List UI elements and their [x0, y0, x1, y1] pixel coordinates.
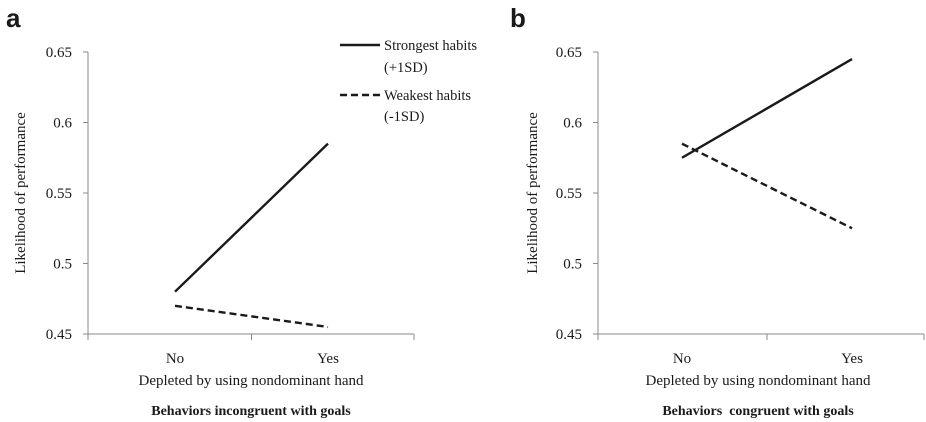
- panel-a-series-weakest-line: [174, 304, 329, 329]
- panel-a-y-axis-title: Likelihood of performance: [13, 112, 29, 274]
- panel-b-y-tick-label: 0.45: [556, 327, 582, 343]
- panel-b-y-axis-title: Likelihood of performance: [525, 112, 541, 274]
- panel-b-y-tick-label: 0.6: [563, 116, 582, 132]
- panel-a-x-axis-title: Depleted by using nondominant hand: [139, 373, 364, 389]
- panel-b-series-strongest-line: [681, 58, 853, 159]
- panel-a-y-tick-label: 0.65: [46, 45, 72, 61]
- panel-a-x-ticks: No Yes: [87, 334, 415, 367]
- panel-b-x-tick-label: No: [673, 351, 691, 367]
- panel-b-x-axis-title: Depleted by using nondominant hand: [646, 373, 871, 389]
- panel-a-y-tick-label: 0.55: [46, 186, 72, 202]
- panel-a-y-tick-label: 0.6: [53, 116, 72, 132]
- panel-b-series-weakest-line: [681, 142, 853, 230]
- legend-strongest-label-line2: (+1SD): [384, 60, 428, 76]
- legend-weakest-label-line2: (-1SD): [384, 109, 424, 125]
- panel-letter-b: b: [510, 3, 526, 33]
- legend: Strongest habits (+1SD) Weakest habits (…: [340, 38, 477, 125]
- panel-b-x-tick-label: Yes: [841, 351, 863, 367]
- panel-a-x-tick-label: Yes: [317, 351, 339, 367]
- panel-b-y-tick-label: 0.5: [563, 257, 582, 273]
- panel-b-y-tick-label: 0.55: [556, 186, 582, 202]
- panel-b: b Likelihood of performance Depleted by …: [510, 3, 925, 419]
- panel-a-y-ticks: 0.45 0.5 0.55 0.6 0.65: [46, 45, 88, 343]
- panel-a-y-tick-label: 0.5: [53, 257, 72, 273]
- legend-weakest-label-line1: Weakest habits: [384, 88, 471, 104]
- panel-a: a Likelihood of performance Depleted by …: [6, 3, 477, 419]
- legend-strongest-label-line1: Strongest habits: [384, 38, 477, 54]
- panel-a-x-tick-label: No: [166, 351, 184, 367]
- panel-b-series: [681, 58, 853, 230]
- panel-a-series: [174, 142, 329, 329]
- panel-letter-a: a: [6, 3, 21, 33]
- panel-a-y-tick-label: 0.45: [46, 327, 72, 343]
- panel-b-y-ticks: 0.45 0.5 0.55 0.6 0.65: [556, 45, 598, 343]
- panel-b-caption: Behaviors congruent with goals: [662, 404, 854, 419]
- panel-a-caption: Behaviors incongruent with goals: [151, 404, 351, 419]
- panel-a-series-strongest-line: [174, 142, 329, 293]
- panel-b-y-tick-label: 0.65: [556, 45, 582, 61]
- panel-b-x-ticks: No Yes: [597, 334, 925, 367]
